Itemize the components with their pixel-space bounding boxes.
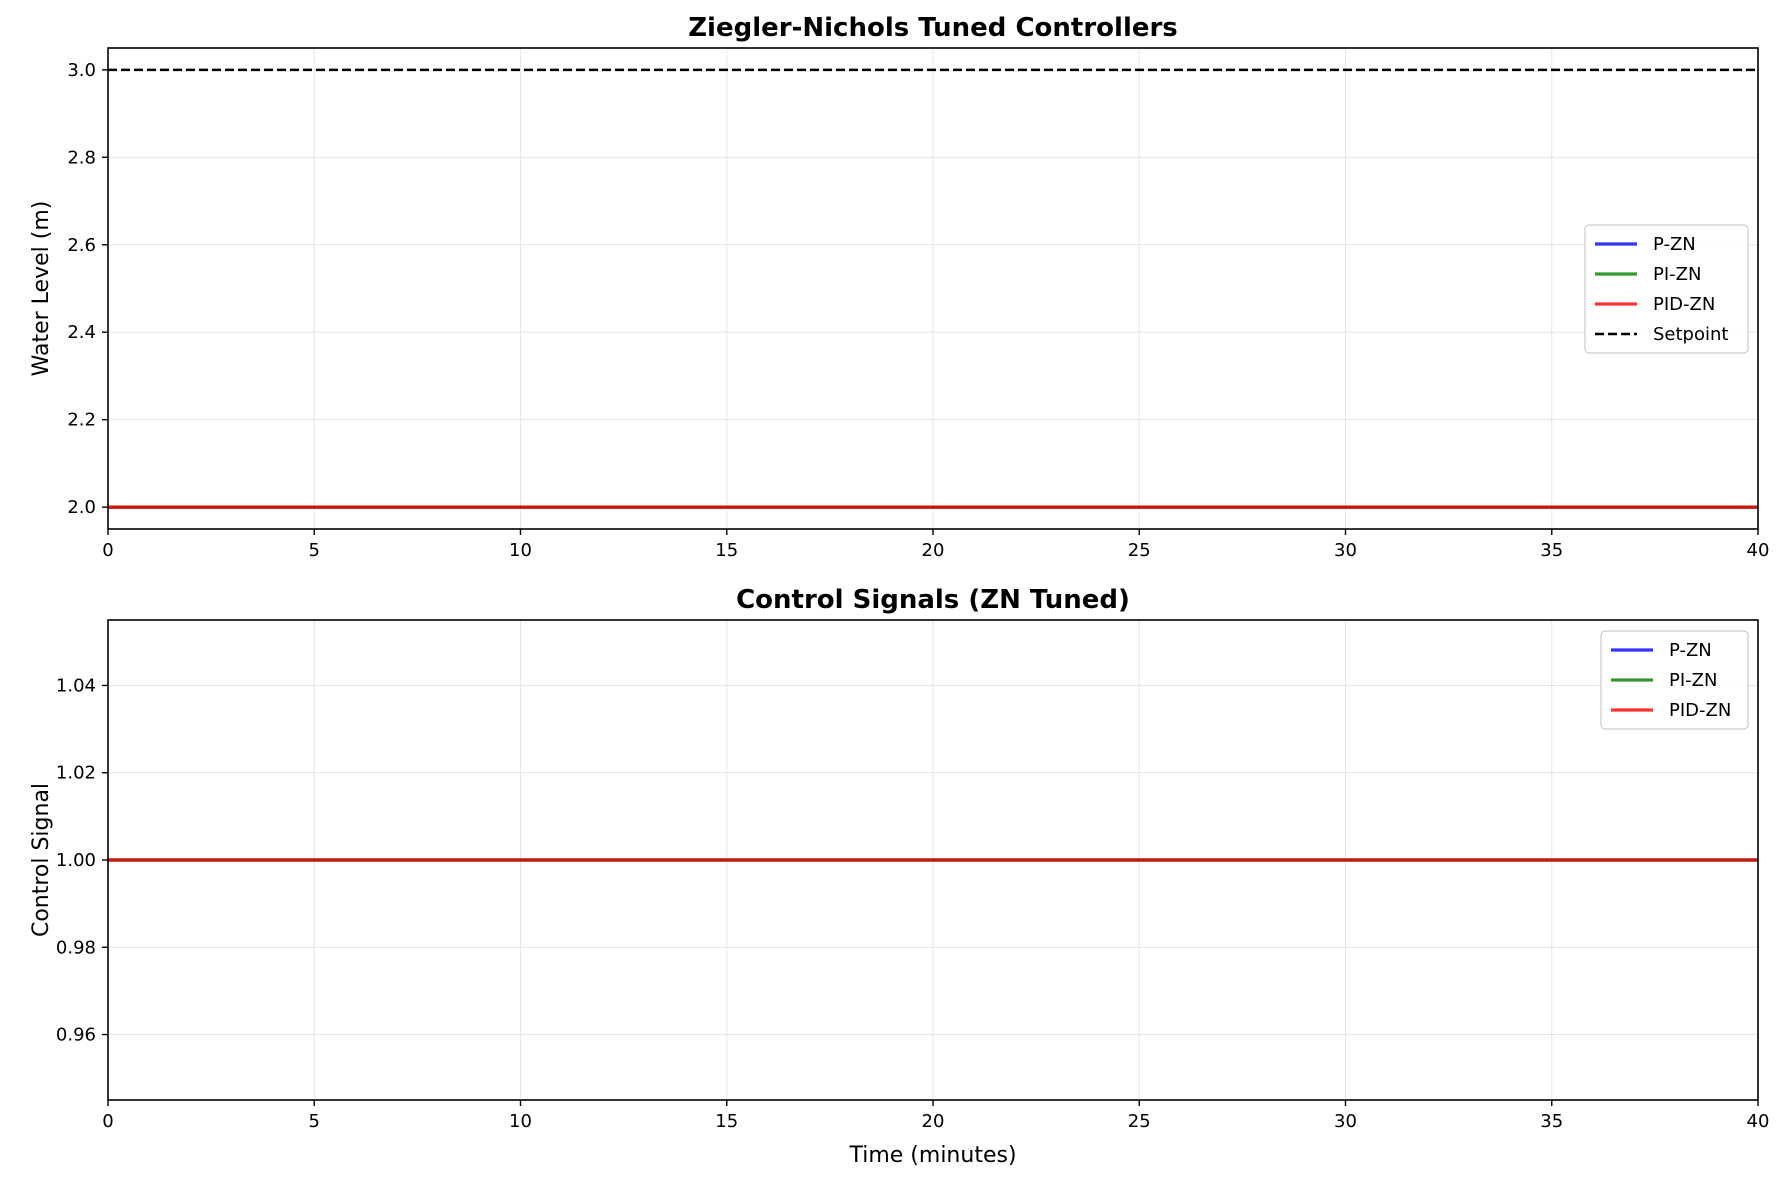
- chart-panel-2: 0 5 10 15 20 25 30 35 40 0.96 0.98 1.00 1.02 1.04 Cont…: [29, 585, 1769, 1168]
- x-tick-label: 40: [1747, 540, 1770, 561]
- x-tick-label: 10: [509, 540, 532, 561]
- x-tick-label: 15: [715, 540, 738, 561]
- x-tick-label: 15: [715, 1111, 738, 1132]
- y-axis-label: Control Signal: [29, 783, 54, 937]
- legend-label-p-zn: P-ZN: [1653, 234, 1696, 255]
- x-tick-label: 0: [102, 540, 113, 561]
- x-tick-label: 0: [102, 1111, 113, 1132]
- legend-label-p-zn: P-ZN: [1669, 640, 1712, 661]
- y-tick-label: 2.2: [67, 410, 96, 431]
- x-tick-label: 25: [1128, 540, 1151, 561]
- chart-title: Ziegler-Nichols Tuned Controllers: [688, 13, 1178, 43]
- x-axis-label: Time (minutes): [848, 1143, 1016, 1168]
- x-tick-label: 25: [1128, 1111, 1151, 1132]
- legend-label-pid-zn: PID-ZN: [1669, 700, 1731, 721]
- legend-label-setpoint: Setpoint: [1653, 324, 1728, 345]
- legend: P-ZN PI-ZN PID-ZN Setpoint: [1584, 224, 1749, 354]
- x-tick-label: 35: [1540, 1111, 1563, 1132]
- y-tick-label: 2.0: [67, 497, 96, 518]
- y-tick-label: 1.02: [56, 763, 96, 784]
- legend: P-ZN PI-ZN PID-ZN: [1600, 630, 1749, 730]
- y-tick-label: 1.00: [56, 850, 96, 871]
- x-tick-label: 5: [309, 540, 320, 561]
- legend-box: [1584, 224, 1749, 354]
- y-tick-label: 2.8: [67, 147, 96, 168]
- x-tick-label: 20: [922, 1111, 945, 1132]
- x-tick-label: 10: [509, 1111, 532, 1132]
- y-tick-label: 0.98: [56, 937, 96, 958]
- y-axis-label: Water Level (m): [29, 201, 54, 377]
- x-tick-label: 35: [1540, 540, 1563, 561]
- x-tick-label: 5: [309, 1111, 320, 1132]
- y-tick-label: 0.96: [56, 1025, 96, 1046]
- legend-label-pid-zn: PID-ZN: [1653, 294, 1715, 315]
- x-tick-label: 20: [922, 540, 945, 561]
- legend-box: [1600, 630, 1749, 730]
- legend-label-pi-zn: PI-ZN: [1653, 264, 1701, 285]
- chart-title: Control Signals (ZN Tuned): [736, 585, 1130, 615]
- x-tick-label: 30: [1334, 540, 1357, 561]
- chart-panel-1: 0 5 10 15 20 25 30 35 40 2.0 2.2 2.4 2.6 2.8 3.0 Ziegle…: [29, 13, 1769, 561]
- legend-label-pi-zn: PI-ZN: [1669, 670, 1717, 691]
- y-tick-label: 1.04: [56, 675, 96, 696]
- y-tick-label: 2.4: [67, 322, 96, 343]
- x-tick-label: 30: [1334, 1111, 1357, 1132]
- y-tick-label: 2.6: [67, 235, 96, 256]
- y-tick-label: 3.0: [67, 60, 96, 81]
- x-tick-label: 40: [1747, 1111, 1770, 1132]
